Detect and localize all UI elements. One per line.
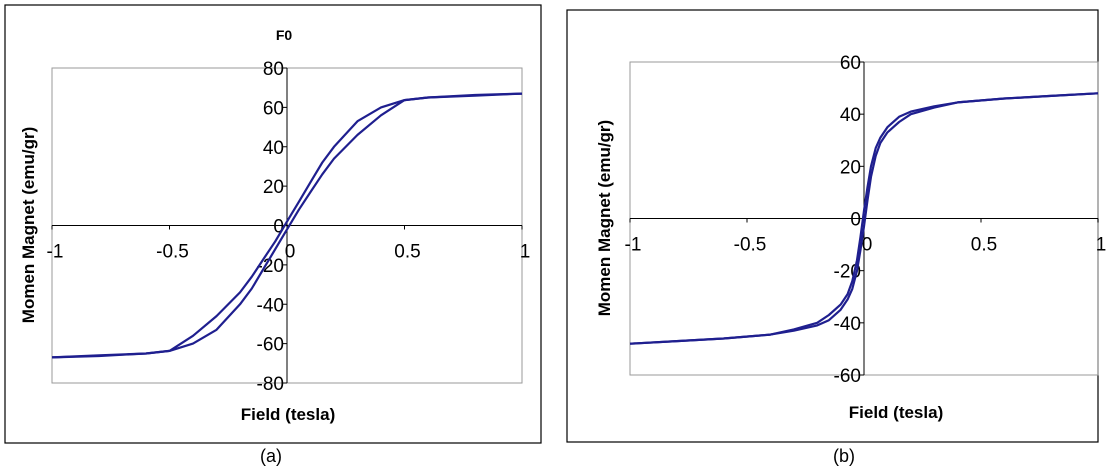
- x-tick-label: -0.5: [734, 235, 767, 256]
- x-tick-label: 1: [520, 242, 531, 263]
- y-tick-label: 80: [263, 59, 284, 80]
- x-tick-label: 0: [285, 242, 296, 263]
- x-tick-label: 0.5: [971, 235, 997, 256]
- y-tick-label: 0: [850, 210, 861, 231]
- y-tick-label: 40: [263, 138, 284, 159]
- y-tick-label: -60: [257, 335, 284, 356]
- y-tick-label: -80: [257, 374, 284, 395]
- panel-frame: [4, 4, 542, 444]
- x-tick-label: 0: [862, 235, 873, 256]
- y-tick-label: -40: [257, 295, 284, 316]
- y-tick-label: -40: [834, 314, 861, 335]
- x-tick-label: 1: [1096, 235, 1106, 256]
- y-axis-title: Momen Magnet (emu/gr): [19, 127, 38, 323]
- hysteresis-curve-ascending: [629, 92, 1099, 345]
- x-tick-label: -1: [625, 235, 642, 256]
- x-tick-label: -0.5: [156, 242, 189, 263]
- x-tick-label: -1: [47, 242, 64, 263]
- hysteresis-curve-descending: [629, 92, 1099, 345]
- y-tick-label: 20: [263, 177, 284, 198]
- y-tick-label: 40: [840, 105, 861, 126]
- y-tick-label: -60: [834, 366, 861, 387]
- hysteresis-curve-ascending: [51, 92, 523, 359]
- panel-frame: [566, 9, 1099, 443]
- chart-title: F0: [276, 27, 293, 43]
- x-tick-label: 0.5: [394, 242, 420, 263]
- hysteresis-curve-descending: [51, 92, 523, 359]
- y-axis-title: Momen Magnet (emu/gr): [595, 120, 614, 316]
- y-tick-label: 60: [263, 98, 284, 119]
- y-tick-label: 20: [840, 157, 861, 178]
- x-axis-title: Field (tesla): [849, 403, 943, 422]
- y-tick-label: 0: [273, 217, 284, 238]
- x-axis-title: Field (tesla): [241, 405, 335, 424]
- panel-caption: (b): [833, 446, 855, 466]
- panel-caption: (a): [260, 446, 282, 466]
- y-tick-label: 60: [840, 53, 861, 74]
